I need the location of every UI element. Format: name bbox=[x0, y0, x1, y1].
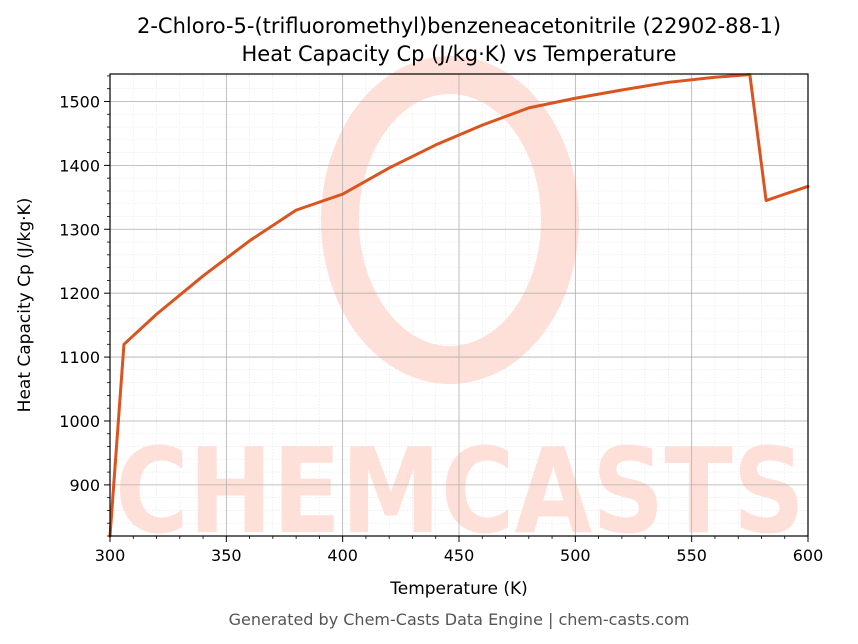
x-tick-label: 550 bbox=[676, 546, 707, 565]
chemcasts-watermark: CHEMCASTS bbox=[115, 56, 805, 560]
x-tick-label: 400 bbox=[327, 546, 358, 565]
y-axis-label: Heat Capacity Cp (J/kg·K) bbox=[15, 198, 35, 413]
x-tick-label: 300 bbox=[95, 546, 126, 565]
series-line-0 bbox=[108, 73, 810, 538]
chart-title-line1: 2-Chloro-5-(trifluoromethyl)benzeneaceto… bbox=[137, 14, 781, 38]
y-tick-label: 1400 bbox=[59, 156, 100, 175]
x-tick-label: 600 bbox=[793, 546, 824, 565]
y-tick-label: 900 bbox=[69, 476, 100, 495]
series-layer bbox=[108, 73, 810, 538]
footer-credit: Generated by Chem-Casts Data Engine | ch… bbox=[229, 610, 690, 629]
x-tick-label: 500 bbox=[560, 546, 591, 565]
y-tick-label: 1300 bbox=[59, 220, 100, 239]
x-tick-label: 350 bbox=[211, 546, 242, 565]
y-axis: 900 1000 1100 1200 1300 1400 1500 bbox=[59, 75, 110, 537]
chart-title-line2: Heat Capacity Cp (J/kg·K) vs Temperature bbox=[242, 42, 677, 66]
watermark-text: CHEMCASTS bbox=[115, 422, 805, 560]
y-tick-label: 1100 bbox=[59, 348, 100, 367]
y-tick-label: 1500 bbox=[59, 92, 100, 111]
watermark-ring bbox=[321, 56, 579, 384]
x-axis-label: Temperature (K) bbox=[389, 579, 528, 599]
x-axis: 300 350 400 450 500 550 600 bbox=[95, 536, 824, 565]
x-tick-label: 450 bbox=[444, 546, 475, 565]
y-tick-label: 1000 bbox=[59, 412, 100, 431]
y-tick-label: 1200 bbox=[59, 284, 100, 303]
